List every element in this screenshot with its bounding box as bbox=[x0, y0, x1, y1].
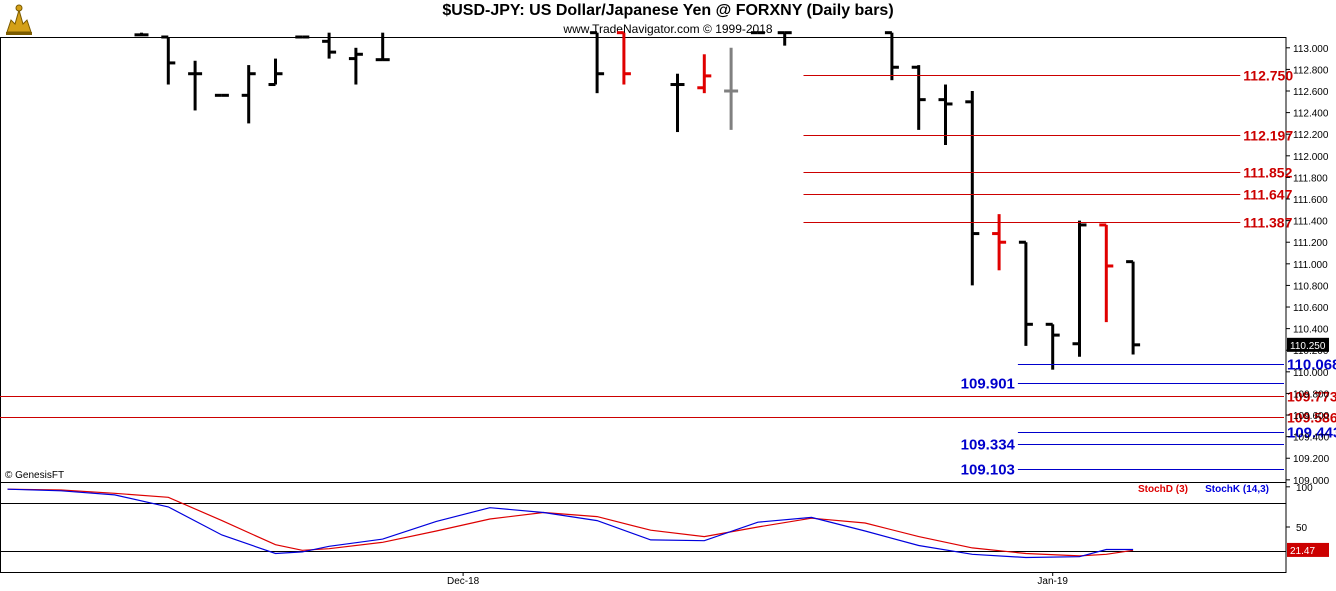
price-tick-label: 112.400 bbox=[1293, 109, 1329, 120]
chart-subtitle: www.TradeNavigator.com © 1999-2018 bbox=[563, 22, 773, 36]
price-bar bbox=[697, 54, 712, 94]
price-bar bbox=[375, 32, 390, 62]
level-label: 109.901 bbox=[961, 376, 1015, 393]
level-label: 112.197 bbox=[1243, 128, 1293, 144]
level-support: 109.901 bbox=[961, 376, 1284, 393]
price-bar bbox=[1018, 240, 1033, 346]
price-tick-label: 111.200 bbox=[1293, 238, 1328, 249]
price-bar bbox=[1072, 220, 1087, 357]
level-label: 111.647 bbox=[1243, 187, 1292, 203]
price-tick-label: 109.000 bbox=[1293, 476, 1330, 487]
price-bar bbox=[1099, 223, 1114, 323]
price-tick-label: 109.600 bbox=[1293, 411, 1330, 422]
price-tick-label: 110.600 bbox=[1293, 303, 1329, 314]
level-resistance: 111.852 bbox=[803, 165, 1293, 181]
level-support: 110.068 bbox=[1017, 357, 1336, 374]
copyright-text: © GenesisFT bbox=[5, 470, 64, 481]
price-tick-label: 111.000 bbox=[1293, 260, 1328, 271]
price-bar bbox=[777, 31, 792, 46]
price-tick-label: 111.600 bbox=[1293, 195, 1328, 206]
level-label: 111.852 bbox=[1243, 165, 1292, 181]
stochastic-panel: 100 50 StochD (3) StochK (14,3) 21.47 bbox=[0, 483, 1329, 559]
price-levels: 112.750 112.197 111.852 111.647 111.387 110.0… bbox=[0, 68, 1336, 479]
level-resistance: 112.197 bbox=[803, 128, 1293, 144]
level-resistance: 111.647 bbox=[803, 187, 1293, 203]
stoch-tick-label: 100 bbox=[1296, 483, 1313, 494]
chart-frame bbox=[0, 37, 1287, 573]
price-bar bbox=[1045, 322, 1060, 370]
stoch-series-line bbox=[7, 488, 1134, 557]
price-bar bbox=[348, 47, 363, 85]
price-bar bbox=[1126, 260, 1141, 355]
price-tick-label: 112.600 bbox=[1293, 87, 1329, 98]
price-tick-label: 111.400 bbox=[1293, 217, 1328, 228]
price-tick-label: 112.200 bbox=[1293, 130, 1329, 141]
price-tick-label: 110.800 bbox=[1293, 281, 1329, 292]
price-bar bbox=[616, 31, 631, 85]
price-bar bbox=[992, 214, 1007, 271]
price-bars bbox=[134, 31, 1141, 370]
date-axis: Dec-18 Jan-19 bbox=[447, 572, 1068, 587]
price-bar bbox=[670, 73, 685, 133]
level-label: 112.750 bbox=[1243, 68, 1293, 84]
price-bar bbox=[322, 32, 337, 59]
level-label: 109.586 bbox=[1287, 410, 1336, 426]
price-tick-label: 109.800 bbox=[1293, 389, 1330, 400]
level-label: 109.334 bbox=[961, 437, 1016, 454]
date-tick-label: Dec-18 bbox=[447, 576, 480, 587]
price-tick-label: 110.000 bbox=[1293, 368, 1329, 379]
trade-navigator-bull-logo-icon bbox=[3, 2, 35, 36]
stoch-last-box bbox=[1287, 542, 1329, 557]
price-tick-label: 111.800 bbox=[1293, 173, 1328, 184]
price-tick-label: 110.400 bbox=[1293, 325, 1329, 336]
level-label: 109.773 bbox=[1287, 389, 1336, 405]
stoch-series-line bbox=[7, 488, 1134, 559]
price-bar bbox=[161, 35, 176, 85]
price-tick-label: 109.200 bbox=[1293, 454, 1330, 465]
price-axis: 113.000 112.800 112.600 112.400 112.200 112.0… bbox=[1286, 44, 1330, 487]
price-bar bbox=[188, 60, 203, 111]
price-bar bbox=[884, 31, 899, 81]
level-label: 109.103 bbox=[961, 462, 1015, 479]
price-bar bbox=[911, 65, 926, 130]
level-resistance: 109.773 bbox=[0, 389, 1336, 405]
level-support: 109.334 bbox=[961, 437, 1284, 454]
level-resistance: 109.586 bbox=[0, 410, 1336, 426]
level-support: 109.103 bbox=[961, 462, 1284, 479]
chart-title: $USD-JPY: US Dollar/Japanese Yen @ FORXN… bbox=[442, 2, 894, 19]
level-label: 110.068 bbox=[1287, 357, 1336, 374]
stoch-legend-d: StochD (3) bbox=[1138, 484, 1188, 495]
plot-border bbox=[0, 37, 1287, 573]
stoch-last-label: 21.47 bbox=[1290, 546, 1315, 557]
last-price-box bbox=[1287, 337, 1329, 352]
last-price-label: 110.250 bbox=[1290, 341, 1326, 352]
price-tick-label: 113.000 bbox=[1293, 44, 1329, 55]
stoch-tick-label: 50 bbox=[1296, 523, 1308, 534]
level-resistance: 111.387 bbox=[803, 215, 1293, 231]
price-bar bbox=[134, 32, 149, 37]
stoch-legend-k: StochK (14,3) bbox=[1205, 484, 1269, 495]
level-resistance: 112.750 bbox=[803, 68, 1293, 84]
price-bar bbox=[268, 58, 283, 87]
price-bar bbox=[965, 91, 980, 286]
price-bar bbox=[724, 47, 739, 130]
price-tick-label: 112.000 bbox=[1293, 152, 1329, 163]
level-label: 111.387 bbox=[1243, 215, 1292, 231]
level-label: 109.443 bbox=[1287, 425, 1336, 442]
price-bar bbox=[590, 31, 605, 94]
level-support: 109.443 bbox=[1017, 425, 1336, 442]
price-bar bbox=[938, 84, 953, 146]
date-tick-label: Jan-19 bbox=[1037, 576, 1068, 587]
price-tick-label: 109.400 bbox=[1293, 433, 1330, 444]
price-tick-label: 112.800 bbox=[1293, 65, 1329, 76]
price-bar bbox=[241, 65, 256, 124]
